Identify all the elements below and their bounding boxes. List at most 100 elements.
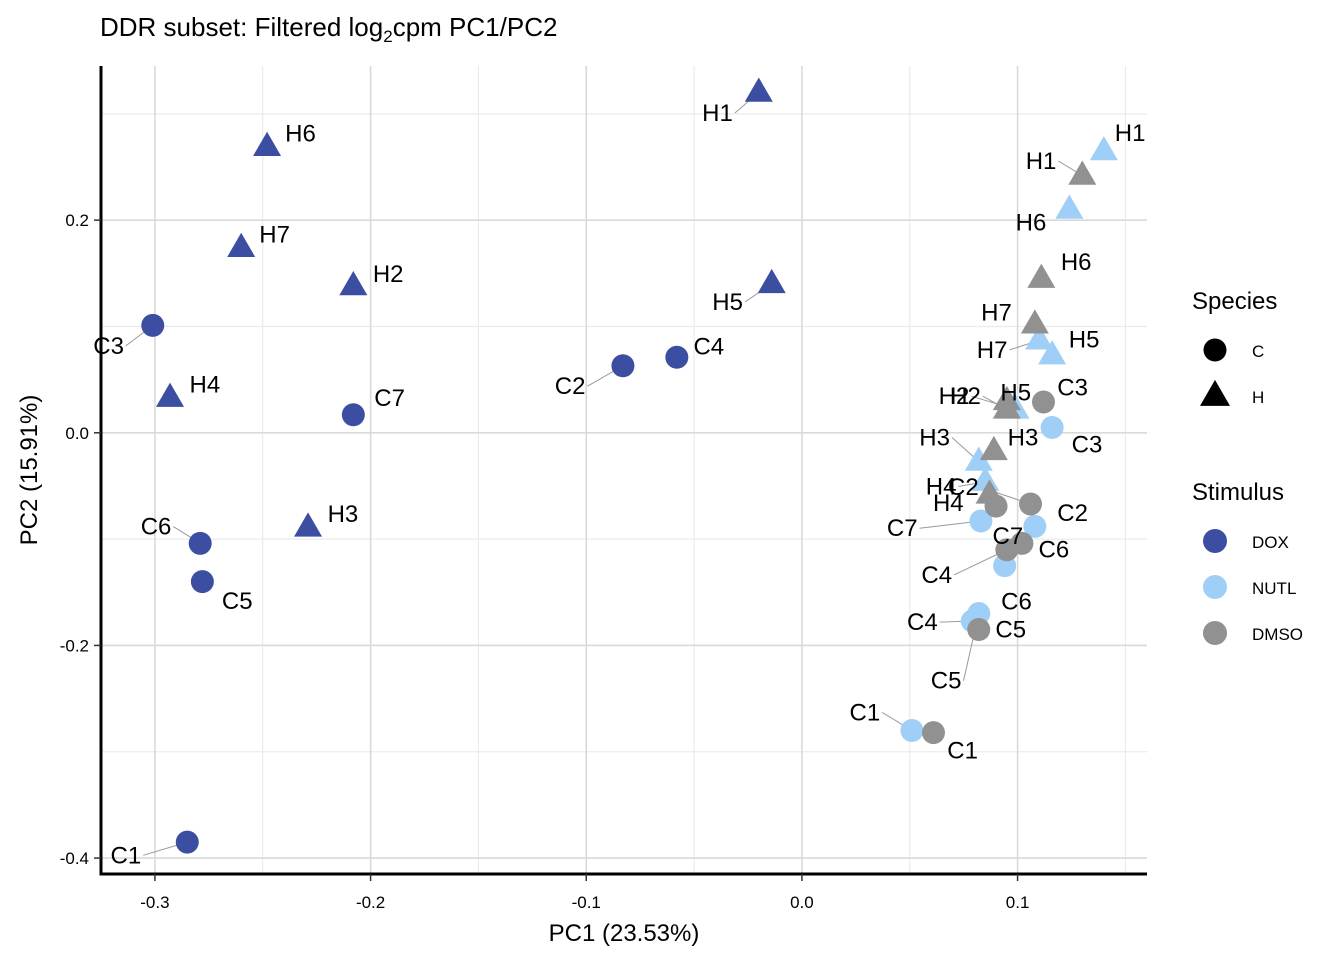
point-H6-DMSO [1027,263,1056,288]
point-H3-NUTL [964,446,993,471]
legend-species-C-key [1203,338,1227,362]
label-H7-NUTL: H7 [977,337,1008,364]
point-H3-DOX [294,512,323,537]
x-tick-label: -0.1 [572,893,601,912]
y-tick-label: 0.0 [65,424,89,443]
legend-stimulus-title: Stimulus [1192,479,1284,506]
point-C7-DOX [341,403,365,427]
chart-title: DDR subset: Filtered log2cpm PC1/PC2 [100,12,558,47]
legend-stimulus-dox-key [1203,529,1227,553]
label-C6-DMSO: C6 [1039,536,1070,563]
label-H5-DOX: H5 [712,289,743,316]
point-H7-DMSO [1020,309,1049,334]
point-H4-DOX [156,382,185,407]
label-H3-DMSO: H3 [1008,425,1039,452]
point-C2-DOX [611,354,635,378]
legend-species-H-key [1200,379,1230,406]
label-H4-DOX: H4 [190,372,221,399]
x-axis-label: PC1 (23.53%) [549,920,700,947]
label-C2-DOX: C2 [555,373,586,400]
label-C1-DOX: C1 [111,842,142,869]
label-H6-DMSO: H6 [1061,249,1092,276]
x-tick-label: 0.0 [790,893,814,912]
point-H7-DOX [227,232,256,258]
label-C3-DMSO: C3 [1057,375,1088,402]
y-tick-label: -0.4 [60,849,89,868]
x-tick-label: -0.3 [140,893,169,912]
label-C3-DOX: C3 [93,333,124,360]
legend-stimulus-dmso-label: DMSO [1252,625,1303,644]
y-axis-label: PC2 (15.91%) [16,395,43,546]
point-C2-NUTL [1023,514,1047,538]
label-H5-NUTL: H5 [1069,327,1100,354]
point-C1-NUTL [900,718,924,742]
label-C1-DMSO: C1 [947,738,978,765]
label-H1-DOX: H1 [702,100,733,127]
label-H1-NUTL: H1 [1115,120,1146,147]
point-C6-DMSO [1010,531,1034,555]
label-H4-DMSO: H4 [933,490,964,517]
point-C3-NUTL [1040,415,1064,439]
label-C6-NUTL: C6 [1001,589,1032,616]
label-H4-NUTL: H4 [926,473,957,500]
point-H4-DMSO [975,479,1004,504]
label-C7-DOX: C7 [374,385,405,412]
label-C3-NUTL: C3 [1072,431,1103,458]
label-H7-DMSO: H7 [981,299,1012,326]
data-points [141,77,1118,854]
label-H3-NUTL: H3 [919,424,950,451]
legend-stimulus-dox-label: DOX [1252,533,1289,552]
label-H6-DOX: H6 [285,121,316,148]
point-H7-NUTL [1025,325,1054,350]
label-H6-NUTL: H6 [1016,210,1047,237]
legend-species-title: Species [1192,288,1277,315]
point-H2-DOX [339,271,368,296]
label-C4-NUTL: C4 [907,609,938,636]
point-C3-DOX [141,313,165,337]
label-H7-DOX: H7 [259,222,290,249]
point-C5-DOX [190,570,214,594]
label-C1-NUTL: C1 [850,699,881,726]
legend-species-C-label: C [1252,342,1264,361]
label-H5-DMSO: H5 [1000,379,1031,406]
legend-species-H-label: H [1252,388,1264,407]
point-H6-NUTL [1055,194,1084,219]
point-C1-DMSO [921,721,945,745]
point-C2-DMSO [1019,492,1043,516]
point-C3-DMSO [1031,390,1055,414]
point-H5-DOX [757,268,786,294]
label-C5-DMSO: C5 [995,616,1026,643]
label-H2-DMSO: H2 [950,383,981,410]
point-H1-DMSO [1068,160,1097,185]
x-tick-label: 0.1 [1006,893,1030,912]
label-C5-NUTL: C5 [931,668,962,695]
point-H1-NUTL [1089,136,1118,161]
label-H3-DOX: H3 [328,501,359,528]
point-H1-DOX [744,77,773,102]
label-C6-DOX: C6 [141,514,172,541]
label-C2-DMSO: C2 [948,474,979,501]
point-C6-DOX [188,531,212,555]
point-H6-DOX [253,131,282,157]
point-C5-NUTL [967,602,991,626]
label-C7-NUTL: C7 [887,515,918,542]
label-C4-DOX: C4 [693,334,724,361]
point-H5-NUTL [1038,340,1067,365]
y-tick-label: 0.2 [65,211,89,230]
label-C5-DOX: C5 [222,588,253,615]
point-C4-DOX [665,345,689,369]
label-C4-DMSO: C4 [921,562,952,589]
label-H1-DMSO: H1 [1026,148,1057,175]
legend-stimulus-nutl-label: NUTL [1252,579,1296,598]
label-H2-DOX: H2 [373,261,404,288]
point-C5-DMSO [967,617,991,641]
y-tick-label: -0.2 [60,636,89,655]
label-C7-DMSO: C7 [993,523,1024,550]
x-tick-label: -0.2 [356,893,385,912]
label-C2-NUTL: C2 [1057,500,1088,527]
legend-stimulus-dmso-key [1203,621,1227,645]
point-C7-NUTL [969,509,993,533]
point-H3-DMSO [979,435,1008,461]
